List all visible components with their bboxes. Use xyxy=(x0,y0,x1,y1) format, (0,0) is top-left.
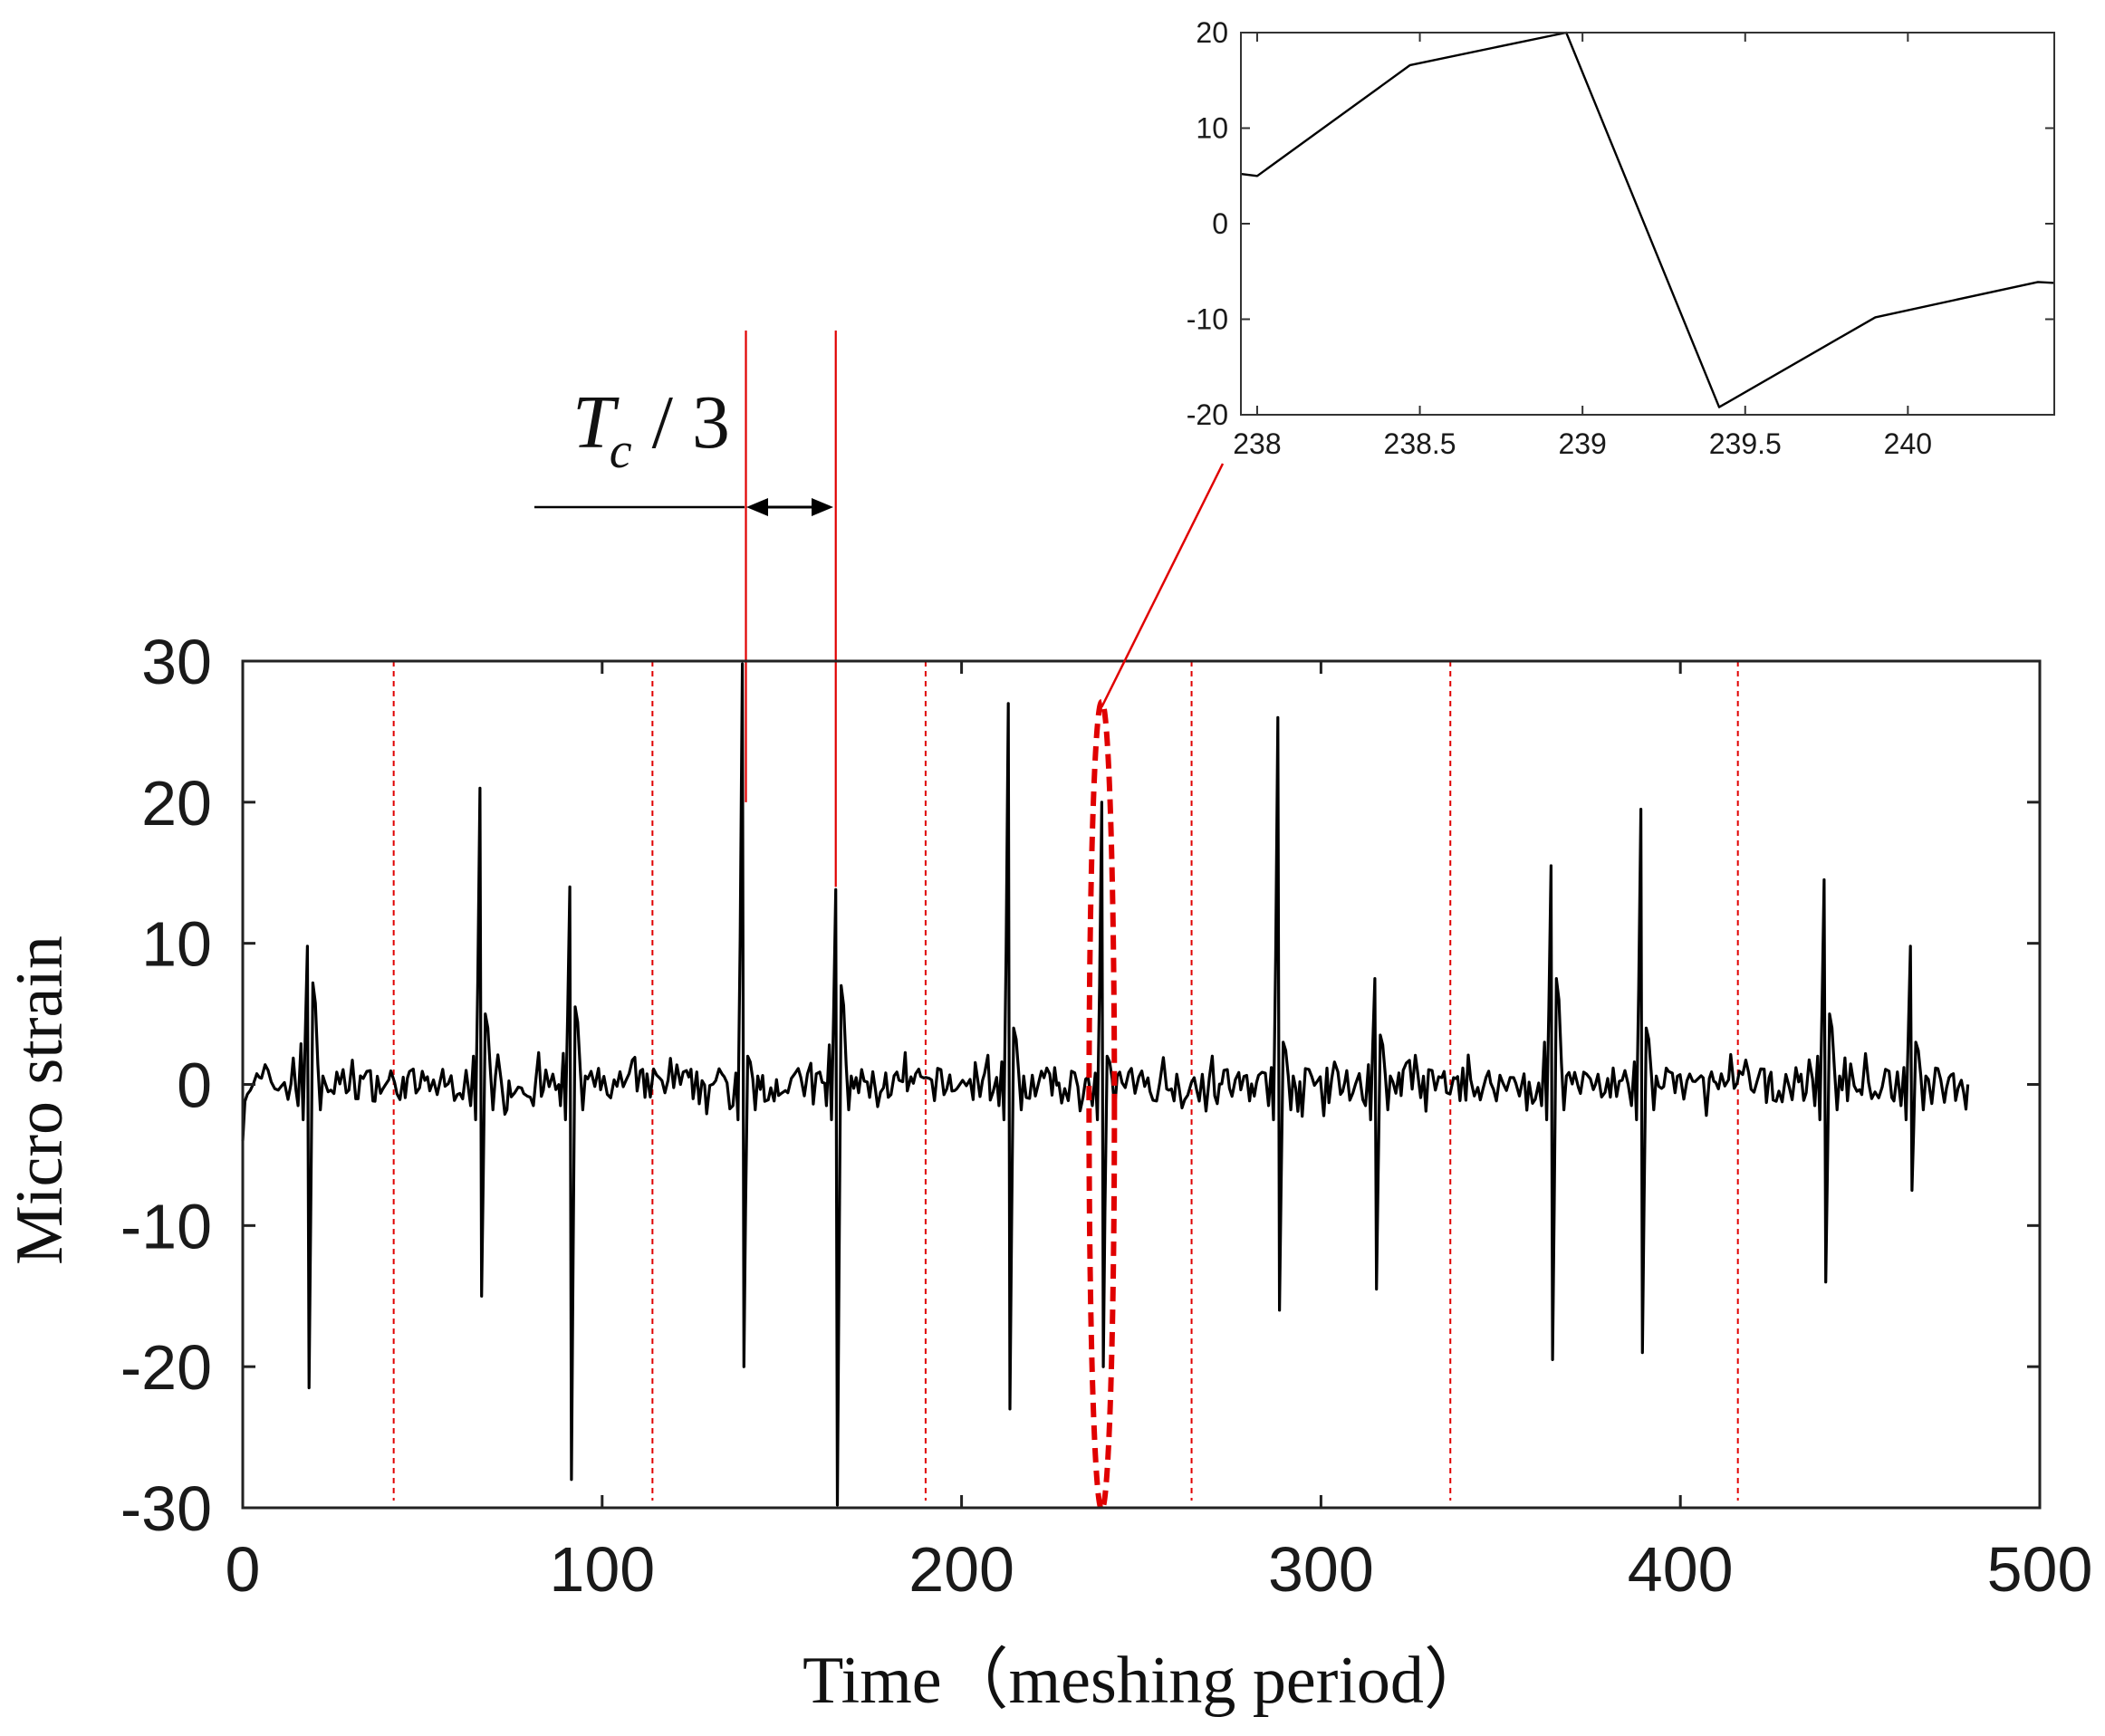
x-tick-label: 0 xyxy=(226,1534,261,1605)
x-tick-label: 200 xyxy=(908,1534,1014,1605)
zoom-connector-line xyxy=(1101,463,1225,708)
main-plot-frame xyxy=(241,659,2042,1510)
inset-y-tick-label: 0 xyxy=(1212,207,1228,240)
inset-x-tick-label: 239.5 xyxy=(1709,427,1782,460)
y-tick-label: 20 xyxy=(141,768,212,839)
y-tick-label: 30 xyxy=(141,627,212,697)
inset-x-ticks: 238 238.5 239 239.5 240 xyxy=(1233,33,1932,460)
arrowhead-right-icon xyxy=(812,498,833,516)
zoom-region-ellipse xyxy=(1086,698,1118,1512)
inset-y-tick-label: 20 xyxy=(1196,16,1228,49)
inset-x-tick-label: 240 xyxy=(1884,427,1932,460)
x-tick-label: 400 xyxy=(1628,1534,1734,1605)
inset-x-tick-label: 238 xyxy=(1233,427,1281,460)
inset-x-tick-label: 239 xyxy=(1558,427,1606,460)
main-x-ticks: 0 100 200 300 400 500 xyxy=(226,661,2093,1605)
micro-strain-series-line xyxy=(241,662,1970,1507)
y-tick-label: 0 xyxy=(177,1050,212,1121)
period-label: Tc / 3 xyxy=(572,380,730,479)
period-label-symbol: T xyxy=(572,380,620,465)
inset-plot-frame xyxy=(1240,32,2055,416)
x-tick-label: 500 xyxy=(1987,1534,2093,1605)
inset-y-tick-label: -20 xyxy=(1187,398,1228,431)
zoom-ellipse-shape xyxy=(1086,698,1118,1512)
period-annotation: Tc / 3 xyxy=(534,380,833,516)
x-tick-label: 300 xyxy=(1268,1534,1374,1605)
x-axis-label: Time（meshing period） xyxy=(803,1644,1491,1718)
period-marker-lines xyxy=(745,331,837,887)
y-tick-label: -20 xyxy=(120,1332,212,1403)
main-y-ticks: 30 20 10 0 -10 -20 -30 xyxy=(120,627,2040,1544)
y-axis-label: Micro strain xyxy=(3,935,77,1265)
x-tick-label: 100 xyxy=(549,1534,655,1605)
y-tick-label: 10 xyxy=(141,909,212,980)
y-tick-label: -10 xyxy=(120,1191,212,1261)
arrowhead-left-icon xyxy=(746,498,768,516)
y-tick-label: -30 xyxy=(120,1473,212,1544)
inset-y-tick-label: -10 xyxy=(1187,303,1228,336)
inset-x-tick-label: 238.5 xyxy=(1384,427,1456,460)
period-label-divisor: / 3 xyxy=(652,380,730,465)
inset-y-tick-label: 10 xyxy=(1196,112,1228,145)
inset-zoom-series-line xyxy=(1240,31,2055,408)
inset-chart: 238 238.5 239 239.5 240 20 10 0 -10 -20 xyxy=(1187,16,2055,460)
inset-y-ticks: 20 10 0 -10 -20 xyxy=(1187,16,2054,431)
period-label-subscript: c xyxy=(610,423,632,479)
